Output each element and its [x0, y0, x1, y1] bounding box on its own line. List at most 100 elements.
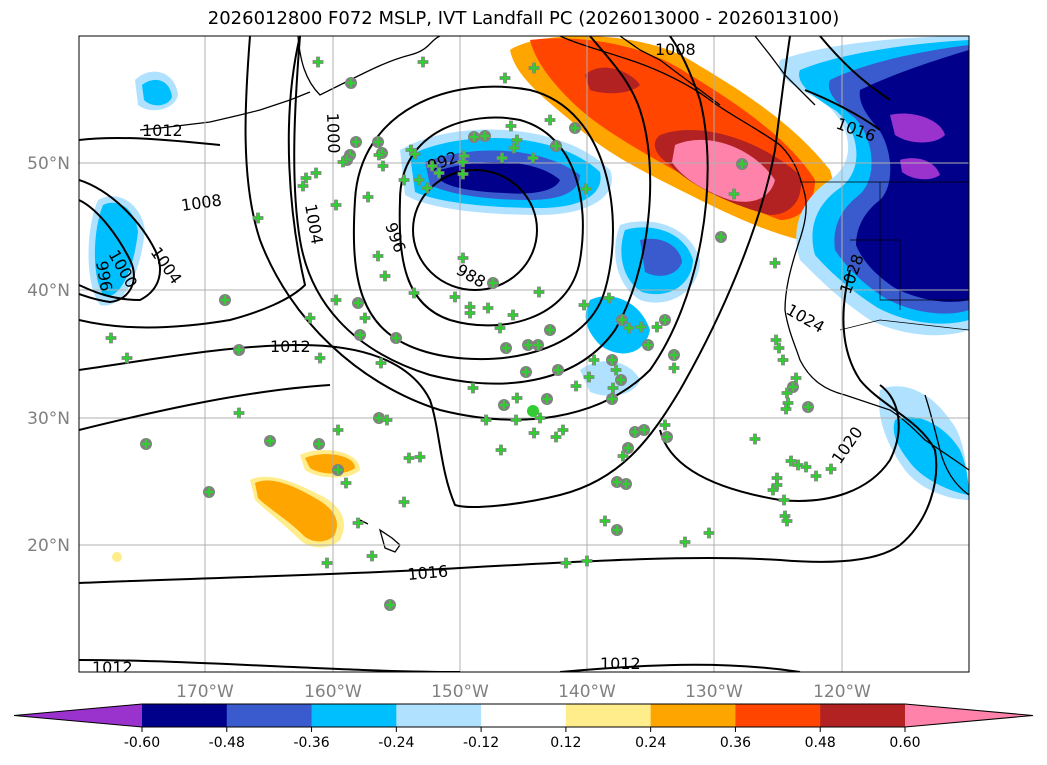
landfall-plus-marker — [495, 444, 507, 456]
lon-label: 130°W — [685, 682, 743, 702]
colorbar-bin — [650, 704, 736, 727]
landfall-plus-marker — [773, 342, 785, 354]
landfall-plus-marker — [376, 147, 388, 159]
colorbar-tick-label: 0.60 — [889, 735, 920, 751]
landfall-plus-marker — [467, 382, 479, 394]
landfall-plus-marker — [611, 476, 623, 488]
landfall-plus-marker — [373, 149, 385, 161]
landfall-plus-marker — [580, 183, 592, 195]
landfall-plus-marker — [332, 424, 344, 436]
landfall-plus-marker — [599, 515, 611, 527]
landfall-plus-marker — [749, 433, 761, 445]
landfall-plus-marker — [785, 455, 797, 467]
landfall-plus-marker — [583, 371, 595, 383]
landfall-plus-marker — [622, 442, 634, 454]
landfall-plus-marker — [544, 324, 556, 336]
landfall-plus-marker — [642, 339, 654, 351]
landfall-plus-marker — [457, 156, 469, 168]
landfall-plus-marker — [494, 322, 506, 334]
lat-label: 20°N — [27, 536, 70, 556]
landfall-plus-marker — [810, 470, 822, 482]
landfall-plus-marker — [607, 382, 619, 394]
landfall-plus-marker — [603, 292, 615, 304]
contour-label: 1016 — [407, 562, 449, 584]
landfall-plus-marker — [350, 136, 362, 148]
landfall-plus-marker — [505, 120, 517, 132]
landfall-plus-marker — [480, 414, 492, 426]
colorbar-bin — [565, 704, 652, 727]
landfall-plus-marker — [606, 393, 618, 405]
landfall-plus-marker — [550, 140, 562, 152]
landfall-plus-marker — [330, 199, 342, 211]
landfall-plus-marker — [105, 332, 117, 344]
colorbar-tick-label: 0.36 — [720, 735, 751, 751]
landfall-plus-marker — [381, 414, 393, 426]
landfall-plus-marker — [372, 250, 384, 262]
landfall-plus-marker — [219, 294, 231, 306]
colorbar-bin — [142, 704, 228, 727]
landfall-plus-marker — [800, 461, 812, 473]
landfall-plus-marker — [781, 515, 793, 527]
colorbar-tick-label: 0.12 — [550, 735, 581, 751]
landfall-plus-marker — [390, 332, 402, 344]
colorbar-bin — [226, 704, 313, 727]
lon-label: 160°W — [304, 682, 362, 702]
landfall-plus-marker — [532, 339, 544, 351]
map-panel: 1012 1008 1000 1004 996 1000 992 996 988… — [79, 36, 969, 677]
map-title: 2026012800 F072 MSLP, IVT Landfall PC (2… — [207, 8, 840, 29]
contour-label: 1012 — [142, 121, 183, 140]
colorbar-tick-label: -0.60 — [124, 735, 160, 751]
landfall-plus-marker — [769, 257, 781, 269]
lat-label: 40°N — [27, 281, 70, 301]
landfall-plus-marker — [457, 252, 469, 264]
colorbar-bin — [396, 704, 482, 727]
lat-lon-grid — [79, 36, 969, 672]
contour-label: 1012 — [92, 658, 133, 677]
colorbar-tick-label: -0.12 — [463, 735, 499, 751]
landfall-plus-marker — [421, 182, 433, 194]
landfall-plus-marker — [790, 372, 802, 384]
landfall-plus-marker — [578, 299, 590, 311]
contour-label: 1012 — [600, 654, 641, 673]
landfall-plus-marker — [802, 401, 814, 413]
landfall-plus-marker — [312, 56, 324, 68]
landfall-plus-marker — [777, 354, 789, 366]
landfall-plus-marker — [522, 339, 534, 351]
landfall-plus-marker — [375, 357, 387, 369]
colorbar-bin — [820, 704, 906, 727]
landfall-plus-marker — [337, 156, 349, 168]
landfall-plus-marker — [310, 167, 322, 179]
landfall-plus-marker — [606, 354, 618, 366]
landfall-plus-marker — [825, 463, 837, 475]
landfall-plus-marker — [345, 77, 357, 89]
landfall-plus-marker — [377, 160, 389, 172]
colorbar: -0.60 -0.48 -0.36 -0.24 -0.12 0.12 0.24 0.36 0.4… — [13, 703, 1034, 751]
contour-label: 1000 — [323, 112, 343, 153]
landfall-plus-marker — [728, 188, 740, 200]
landfall-plus-marker — [330, 294, 342, 306]
longitude-labels: 170°W 160°W 150°W 140°W 130°W 120°W — [176, 682, 871, 702]
landfall-plus-marker — [661, 431, 673, 443]
lon-label: 140°W — [558, 682, 616, 702]
landfall-plus-marker — [552, 364, 564, 376]
landfall-plus-marker — [121, 352, 133, 364]
landfall-plus-marker — [511, 392, 523, 404]
landfall-plus-marker — [457, 168, 469, 180]
landfall-plus-marker — [433, 167, 445, 179]
latitude-labels: 50°N 40°N 30°N 20°N — [27, 154, 70, 556]
landfall-plus-marker — [300, 172, 312, 184]
landfall-dot-marker — [527, 405, 539, 417]
landfall-plus-marker — [527, 152, 539, 164]
landfall-plus-marker — [499, 72, 511, 84]
landfall-plus-marker — [373, 412, 385, 424]
map-frame — [78, 35, 970, 673]
landfall-plus-marker — [398, 496, 410, 508]
landfall-plus-marker — [560, 557, 572, 569]
landfall-plus-marker — [651, 321, 663, 333]
landfall-plus-marker — [668, 362, 680, 374]
lon-label: 170°W — [176, 682, 234, 702]
contour-label: 1012 — [270, 337, 311, 356]
landfall-plus-marker — [780, 403, 792, 415]
lon-label: 120°W — [813, 682, 871, 702]
landfall-plus-marker — [426, 160, 438, 172]
